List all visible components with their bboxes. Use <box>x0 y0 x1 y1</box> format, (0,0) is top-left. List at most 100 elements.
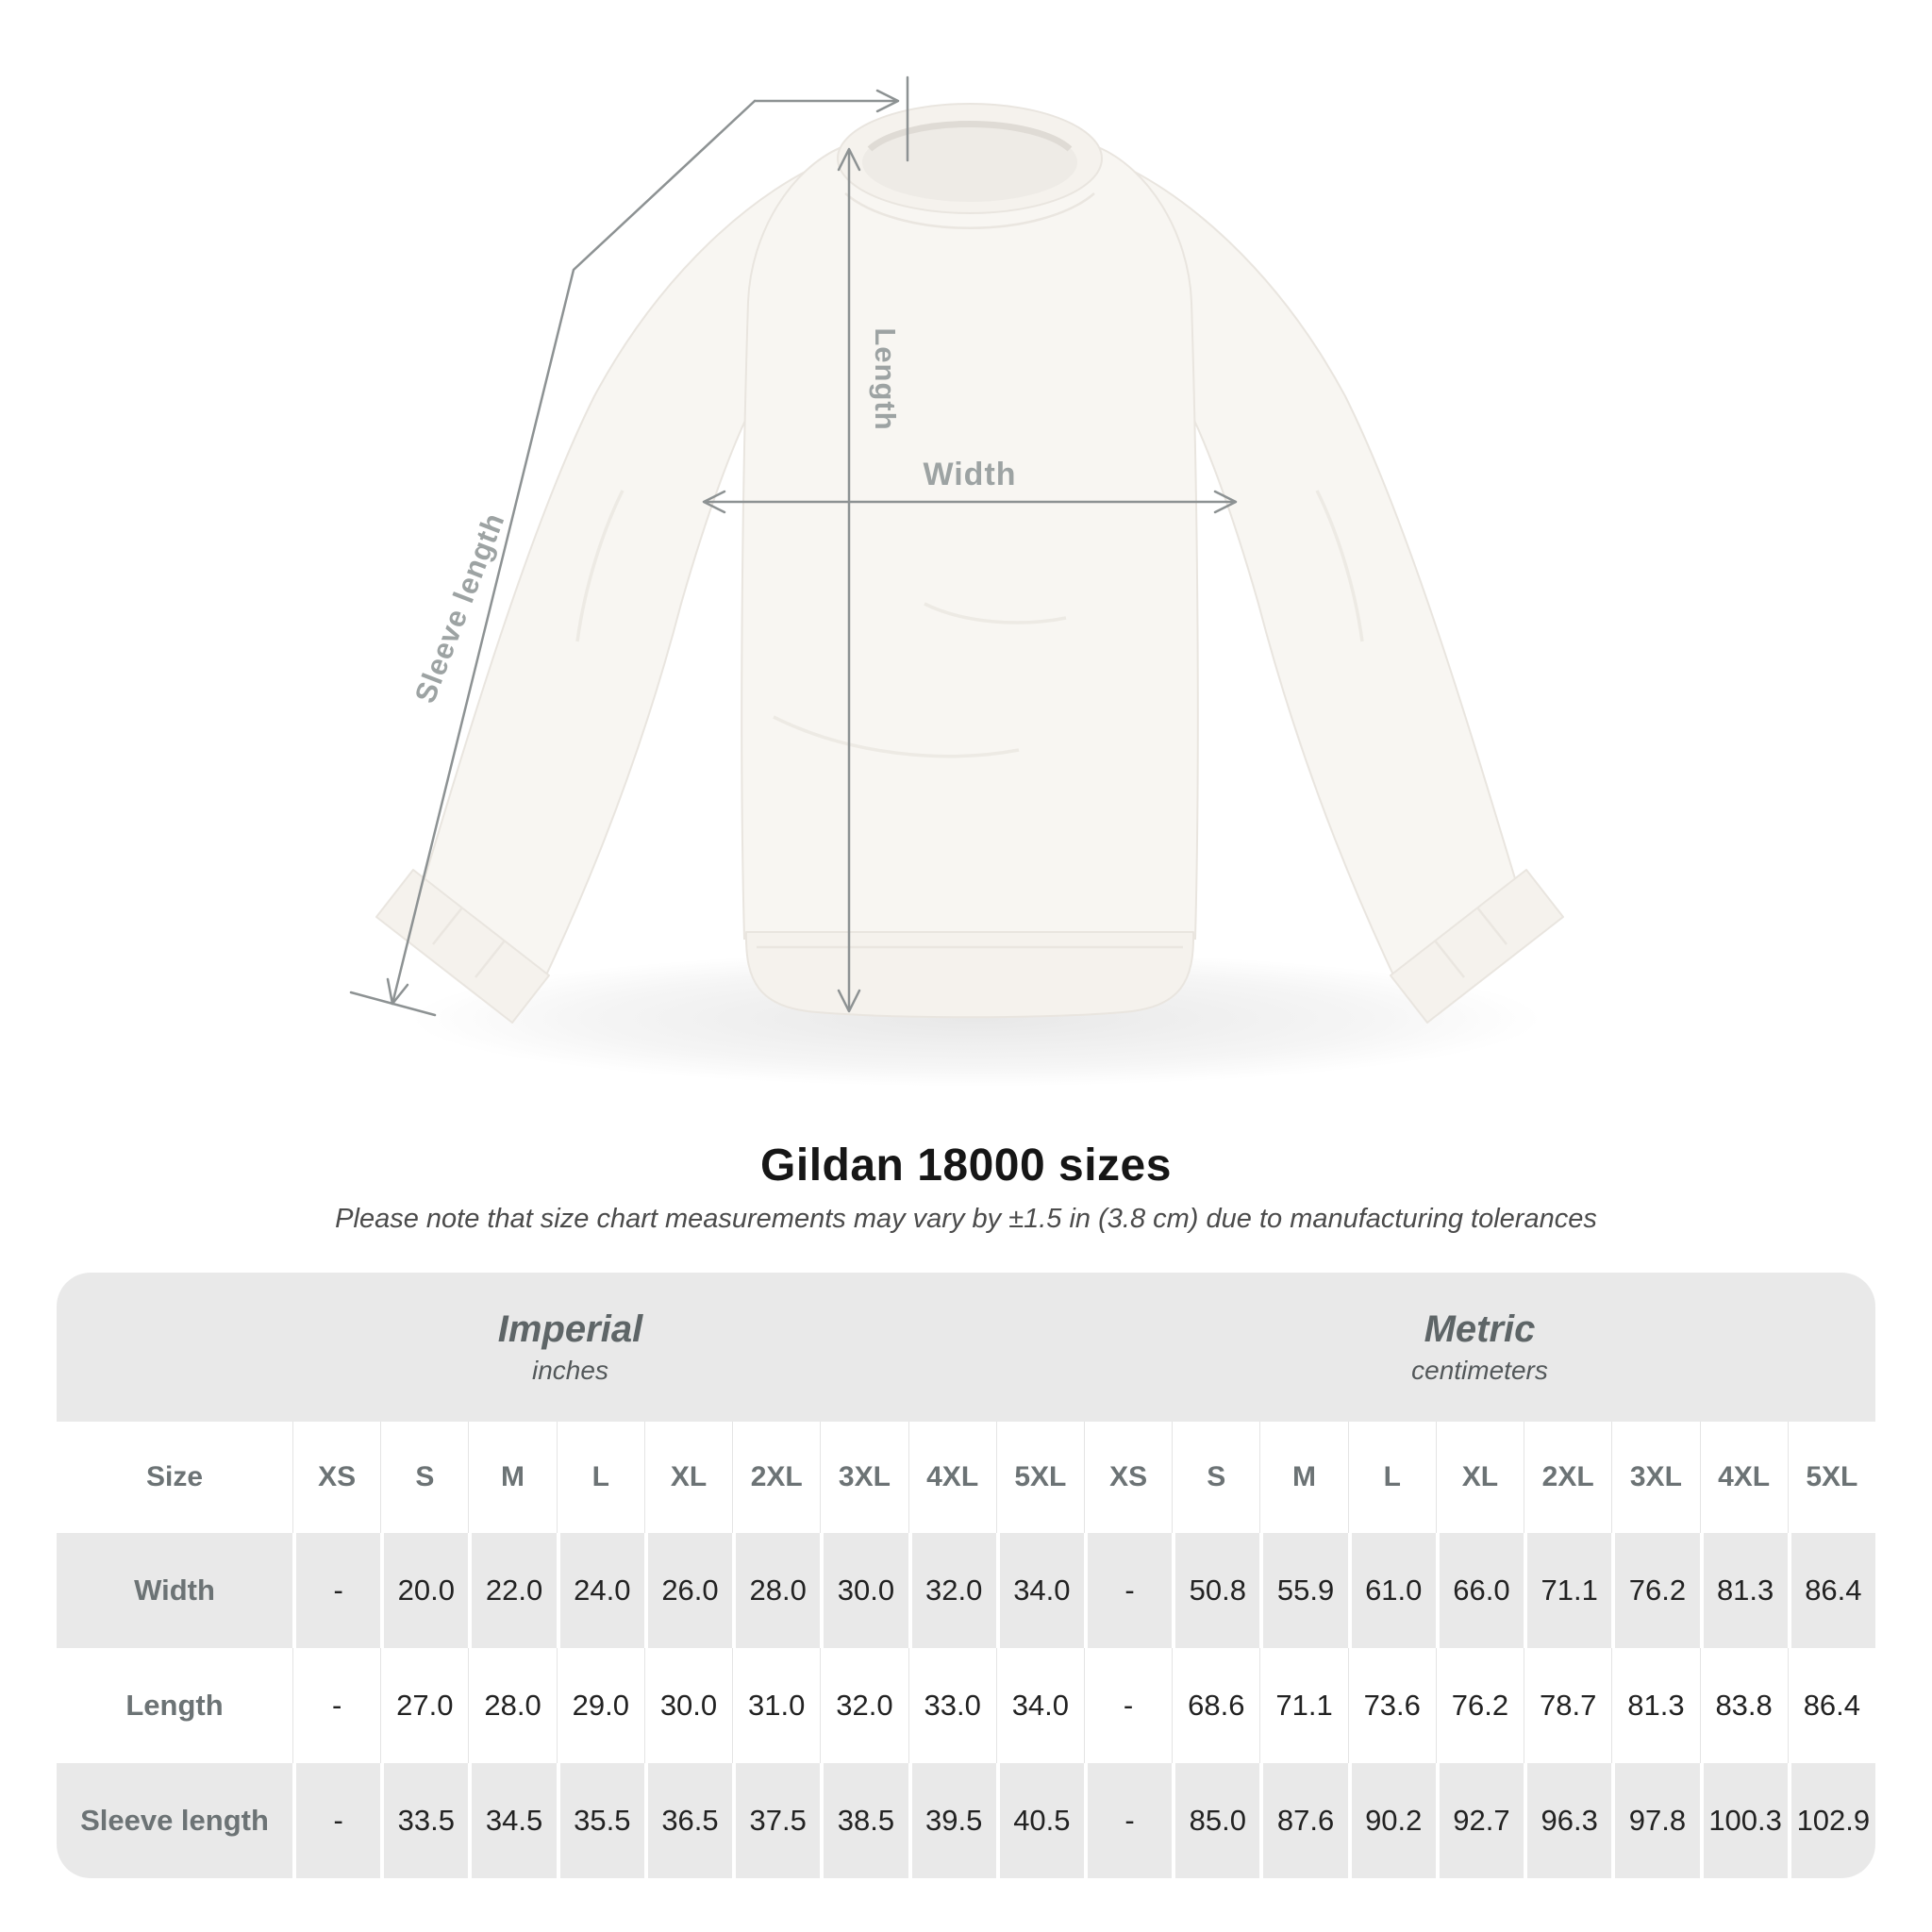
size-cell: 71.1 <box>1524 1533 1612 1648</box>
size-cell: 34.0 <box>995 1533 1084 1648</box>
row-label: Sleeve length <box>57 1763 292 1878</box>
size-cell: 31.0 <box>732 1648 821 1763</box>
size-cell: 86.4 <box>1787 1648 1875 1763</box>
size-cell: 78.7 <box>1524 1648 1612 1763</box>
size-header: XL <box>643 1422 733 1533</box>
size-header: 2XL <box>732 1422 821 1533</box>
size-cell: 20.0 <box>380 1533 469 1648</box>
right-cuff-ribs <box>1434 907 1507 978</box>
size-cell: 38.5 <box>820 1763 908 1878</box>
imperial-unit: inches <box>532 1356 608 1386</box>
size-cell: 92.7 <box>1435 1763 1524 1878</box>
length-arrow-bottom <box>837 989 861 1013</box>
unit-header-row: Imperial inches Metric centimeters <box>57 1273 1875 1422</box>
table-row-width: Width - 20.0 22.0 24.0 26.0 28.0 30.0 32… <box>57 1533 1875 1648</box>
size-cell: 76.2 <box>1611 1533 1700 1648</box>
size-cell: 32.0 <box>820 1648 908 1763</box>
collar-inner-shadow <box>867 120 1073 152</box>
size-cell: 85.0 <box>1172 1763 1260 1878</box>
tolerance-note: Please note that size chart measurements… <box>335 1204 1597 1234</box>
size-cell: 27.0 <box>380 1648 469 1763</box>
left-cuff-ribs <box>432 907 506 978</box>
size-cell: 90.2 <box>1347 1763 1436 1878</box>
size-cell: 28.0 <box>732 1533 821 1648</box>
size-cell: 24.0 <box>556 1533 644 1648</box>
size-cell: 68.6 <box>1172 1648 1260 1763</box>
metric-header: Metric centimeters <box>1083 1273 1875 1422</box>
row-label: Length <box>57 1648 292 1763</box>
collar-inner <box>862 123 1077 202</box>
size-header: S <box>1172 1422 1260 1533</box>
sweatshirt-illustration <box>375 103 1564 1087</box>
sleeve-length-line <box>391 99 757 1006</box>
size-cell: 71.1 <box>1259 1648 1348 1763</box>
size-cell: 33.5 <box>380 1763 469 1878</box>
size-cell: 35.5 <box>556 1763 644 1878</box>
size-cell: - <box>1083 1533 1173 1648</box>
size-cell: 83.8 <box>1699 1648 1788 1763</box>
size-header: L <box>556 1422 644 1533</box>
size-header-row: Size XS S M L XL 2XL 3XL 4XL 5XL XS S M … <box>57 1422 1875 1533</box>
table-row-sleeve-length: Sleeve length - 33.5 34.5 35.5 36.5 37.5… <box>57 1763 1875 1878</box>
imperial-title: Imperial <box>497 1308 643 1351</box>
size-cell: 50.8 <box>1172 1533 1260 1648</box>
size-header: XS <box>292 1422 381 1533</box>
size-cell: 34.5 <box>468 1763 557 1878</box>
drop-shadow <box>410 951 1542 1087</box>
size-cell: 86.4 <box>1787 1533 1875 1648</box>
size-header: M <box>468 1422 557 1533</box>
size-cell: 34.0 <box>995 1648 1084 1763</box>
size-cell: - <box>292 1533 381 1648</box>
size-cell: 66.0 <box>1435 1533 1524 1648</box>
metric-unit: centimeters <box>1411 1356 1548 1386</box>
size-header: 2XL <box>1524 1422 1612 1533</box>
size-cell: 76.2 <box>1435 1648 1524 1763</box>
size-header: 3XL <box>1611 1422 1700 1533</box>
hem-band <box>744 931 1195 1019</box>
size-cell: 81.3 <box>1699 1533 1788 1648</box>
product-figure: Length Width Sleeve length <box>349 75 1564 1087</box>
size-cell: 81.3 <box>1611 1648 1700 1763</box>
size-cell: - <box>292 1648 381 1763</box>
size-cell: 100.3 <box>1699 1763 1788 1878</box>
size-cell: 55.9 <box>1259 1533 1348 1648</box>
width-arrow-left <box>702 490 726 514</box>
size-header: S <box>380 1422 469 1533</box>
size-header: XS <box>1083 1422 1173 1533</box>
size-cell: 37.5 <box>732 1763 821 1878</box>
size-cell: 102.9 <box>1787 1763 1875 1878</box>
size-cell: 30.0 <box>820 1533 908 1648</box>
size-header: 3XL <box>820 1422 908 1533</box>
size-header: M <box>1259 1422 1348 1533</box>
row-label: Width <box>57 1533 292 1648</box>
collar-seam <box>844 192 1095 230</box>
size-cell: 40.5 <box>995 1763 1084 1878</box>
sleeve-end-tick <box>349 991 437 1017</box>
size-header: 5XL <box>1787 1422 1875 1533</box>
size-cell: 32.0 <box>908 1533 996 1648</box>
size-cell: 28.0 <box>468 1648 557 1763</box>
size-header: 4XL <box>908 1422 996 1533</box>
metric-title: Metric <box>1424 1308 1536 1351</box>
size-column-header: Size <box>57 1422 292 1533</box>
body <box>741 122 1199 940</box>
size-header: L <box>1347 1422 1436 1533</box>
size-cell: 61.0 <box>1347 1533 1436 1648</box>
width-arrow-right <box>1213 490 1238 514</box>
sweatshirt-diagram: Length Width Sleeve length <box>349 75 1564 1087</box>
table-row-length: Length - 27.0 28.0 29.0 30.0 31.0 32.0 3… <box>57 1648 1875 1763</box>
width-label: Width <box>923 457 1016 492</box>
size-cell: 96.3 <box>1524 1763 1612 1878</box>
size-cell: - <box>1083 1648 1173 1763</box>
size-header: XL <box>1435 1422 1524 1533</box>
size-cell: 30.0 <box>643 1648 733 1763</box>
size-table: Imperial inches Metric centimeters Size … <box>57 1273 1875 1878</box>
size-cell: 87.6 <box>1259 1763 1348 1878</box>
size-cell: 36.5 <box>643 1763 733 1878</box>
size-cell: - <box>292 1763 381 1878</box>
imperial-header: Imperial inches <box>57 1273 1084 1422</box>
size-cell: - <box>1083 1763 1173 1878</box>
size-cell: 97.8 <box>1611 1763 1700 1878</box>
size-cell: 73.6 <box>1347 1648 1436 1763</box>
